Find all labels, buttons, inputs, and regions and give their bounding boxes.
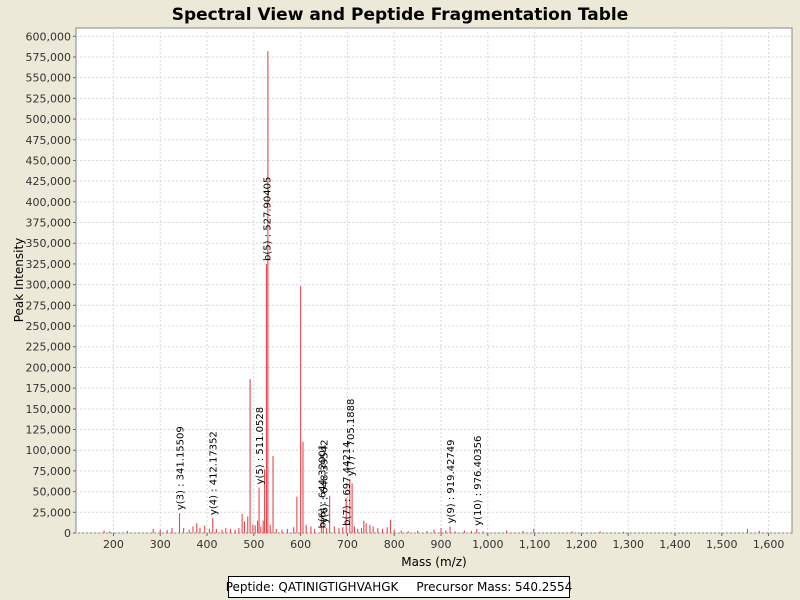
x-tick-label: 1,300 xyxy=(612,538,644,551)
peak-annotation: b(5) : 527.90405 xyxy=(262,177,273,261)
y-tick-label: 600,000 xyxy=(26,30,72,43)
peak-annotation: y(4) : 412.17352 xyxy=(209,431,220,515)
peak-annotation: y(9) : 919.42749 xyxy=(446,439,457,523)
y-tick-label: 75,000 xyxy=(33,465,72,478)
peptide-label: Peptide: QATINIGTIGHVAHGK xyxy=(225,580,399,594)
y-tick-label: 375,000 xyxy=(26,217,72,230)
y-tick-label: 425,000 xyxy=(26,175,72,188)
y-tick-label: 575,000 xyxy=(26,51,72,64)
y-axis: 0 25,000 50,000 75,000 100,000 125,000 150,000… xyxy=(26,30,76,540)
peak-annotations: y(3) : 341.15509 y(4) : 412.17352 y(5) : 5… xyxy=(176,177,484,529)
x-tick-label: 300 xyxy=(150,538,171,551)
x-tick-label: 400 xyxy=(197,538,218,551)
peak-annotation: y(7) : 705.1888 xyxy=(346,399,357,477)
y-tick-label: 450,000 xyxy=(26,154,72,167)
x-tick-label: 1,500 xyxy=(706,538,738,551)
y-tick-label: 275,000 xyxy=(26,299,72,312)
peak-series xyxy=(103,51,760,533)
y-tick-label: 400,000 xyxy=(26,196,72,209)
y-tick-label: 150,000 xyxy=(26,403,72,416)
grid xyxy=(76,28,792,534)
y-tick-label: 475,000 xyxy=(26,134,72,147)
legend-box: Peptide: QATINIGTIGHVAHGK Precursor Mass… xyxy=(225,576,573,598)
y-tick-label: 325,000 xyxy=(26,258,72,271)
y-axis-label: Peak Intensity xyxy=(12,238,26,323)
x-tick-label: 600 xyxy=(290,538,311,551)
y-tick-label: 300,000 xyxy=(26,279,72,292)
x-tick-label: 800 xyxy=(384,538,405,551)
peak-annotation: b(6) : 644.32001 xyxy=(317,444,328,528)
x-axis-label: Mass (m/z) xyxy=(401,555,466,569)
peak-annotation: y(5) : 511.0528 xyxy=(255,407,266,485)
peak-annotation: y(10) : 976.40356 xyxy=(473,436,484,526)
x-tick-label: 700 xyxy=(337,538,358,551)
y-tick-label: 125,000 xyxy=(26,424,72,437)
y-tick-label: 250,000 xyxy=(26,320,72,333)
chart-title: Spectral View and Peptide Fragmentation … xyxy=(172,5,629,25)
y-tick-label: 225,000 xyxy=(26,341,72,354)
peak-annotation: y(6) : 648.39542 xyxy=(319,439,330,523)
x-tick-label: 1,400 xyxy=(659,538,691,551)
y-tick-label: 175,000 xyxy=(26,382,72,395)
y-tick-label: 25,000 xyxy=(33,506,72,519)
x-tick-label: 1,200 xyxy=(566,538,598,551)
peak-annotation: b(7) : 697.44214 xyxy=(342,442,353,526)
x-tick-label: 500 xyxy=(243,538,264,551)
x-tick-label: 200 xyxy=(103,538,124,551)
plot-area xyxy=(75,27,793,534)
y-tick-label: 550,000 xyxy=(26,72,72,85)
y-tick-label: 350,000 xyxy=(26,237,72,250)
x-axis: 200 300 400 500 600 700 800 900 1,000 1,100 1,200 1… xyxy=(103,533,784,551)
y-tick-label: 500,000 xyxy=(26,113,72,126)
x-tick-label: 900 xyxy=(431,538,452,551)
precursor-mass-label: Precursor Mass: 540.2554 xyxy=(416,580,573,594)
x-tick-label: 1,000 xyxy=(472,538,504,551)
x-tick-label: 1,100 xyxy=(519,538,551,551)
y-tick-label: 0 xyxy=(64,527,71,540)
y-tick-label: 200,000 xyxy=(26,361,72,374)
y-tick-label: 50,000 xyxy=(33,486,72,499)
y-tick-label: 100,000 xyxy=(26,444,72,457)
x-tick-label: 1,600 xyxy=(753,538,785,551)
peak-annotation: y(3) : 341.15509 xyxy=(176,426,187,510)
y-tick-label: 525,000 xyxy=(26,92,72,105)
